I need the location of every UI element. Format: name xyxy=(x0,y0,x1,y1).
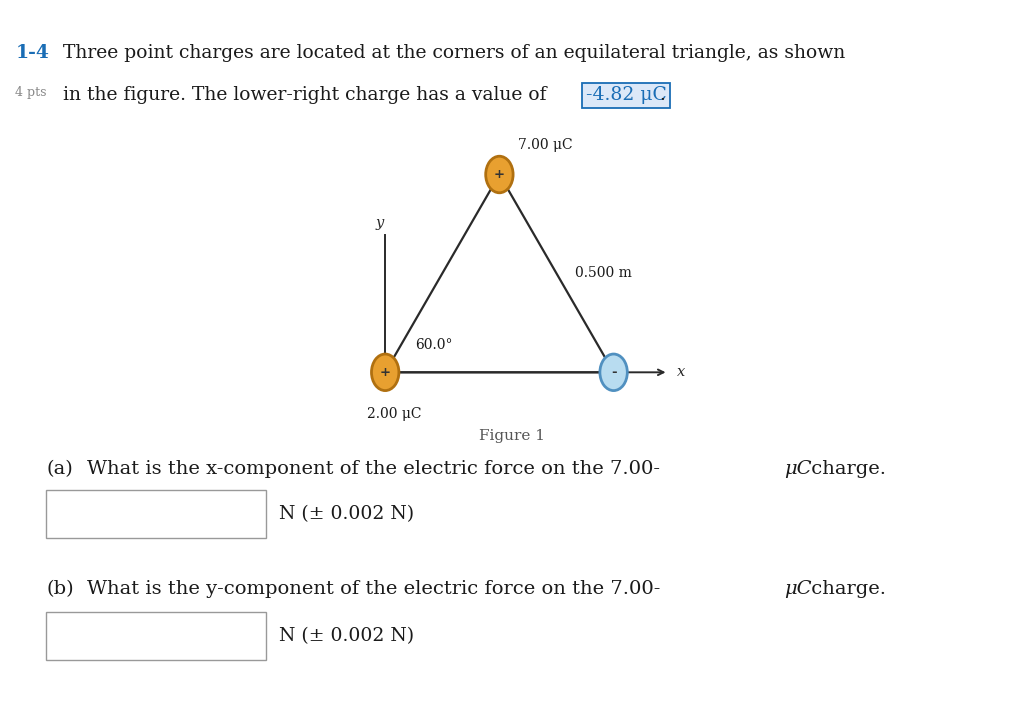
Text: μC: μC xyxy=(784,580,812,598)
Text: N (± 0.002 N): N (± 0.002 N) xyxy=(279,627,414,645)
Text: y: y xyxy=(376,216,384,229)
Text: x: x xyxy=(677,365,685,379)
Text: charge.: charge. xyxy=(805,460,886,478)
Ellipse shape xyxy=(485,156,513,193)
Text: 60.0°: 60.0° xyxy=(415,337,453,352)
Text: μC: μC xyxy=(784,460,812,478)
Text: .: . xyxy=(659,86,666,104)
Text: +: + xyxy=(494,168,505,181)
Text: -: - xyxy=(610,366,616,379)
Ellipse shape xyxy=(372,354,399,390)
Text: in the figure. The lower-right charge has a value of: in the figure. The lower-right charge ha… xyxy=(63,86,547,104)
Text: -4.82 μC: -4.82 μC xyxy=(586,86,667,104)
Ellipse shape xyxy=(600,354,628,390)
FancyBboxPatch shape xyxy=(46,612,266,660)
Text: What is the x-component of the electric force on the 7.00-: What is the x-component of the electric … xyxy=(87,460,660,478)
Text: +: + xyxy=(380,366,391,379)
Text: What is the y-component of the electric force on the 7.00-: What is the y-component of the electric … xyxy=(87,580,660,598)
FancyBboxPatch shape xyxy=(46,490,266,538)
Text: 7.00 μC: 7.00 μC xyxy=(518,138,572,152)
Text: charge.: charge. xyxy=(805,580,886,598)
Text: (a): (a) xyxy=(46,460,73,478)
Text: 0.500 m: 0.500 m xyxy=(574,266,632,280)
Text: 1-4: 1-4 xyxy=(15,44,49,61)
Text: (b): (b) xyxy=(46,580,74,598)
Text: Three point charges are located at the corners of an equilateral triangle, as sh: Three point charges are located at the c… xyxy=(63,44,846,61)
Text: 2.00 μC: 2.00 μC xyxy=(367,407,422,421)
Text: 4 pts: 4 pts xyxy=(15,86,47,99)
Text: N (± 0.002 N): N (± 0.002 N) xyxy=(279,505,414,523)
Text: Figure 1: Figure 1 xyxy=(479,429,545,443)
